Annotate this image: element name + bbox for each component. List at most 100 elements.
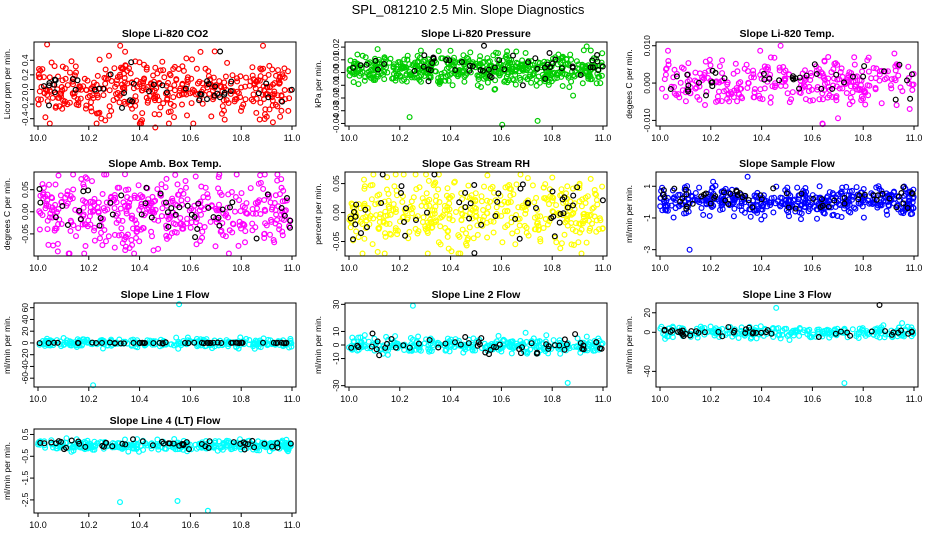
data-point	[738, 85, 745, 92]
data-point	[721, 75, 728, 82]
data-point	[408, 74, 415, 81]
data-point	[358, 65, 365, 72]
data-point	[770, 209, 777, 216]
data-point	[108, 77, 115, 84]
data-point	[123, 207, 130, 214]
data-point	[665, 61, 672, 68]
data-point	[786, 99, 793, 106]
data-point	[81, 75, 88, 82]
data-point	[83, 102, 90, 109]
data-point	[767, 99, 774, 106]
data-point	[872, 86, 879, 93]
data-point	[496, 57, 503, 64]
data-point	[684, 71, 691, 78]
data-point	[849, 326, 856, 333]
x-tick-label: 10.2	[702, 133, 720, 143]
data-point	[547, 64, 554, 71]
data-point	[801, 67, 808, 74]
x-tick-label: 10.2	[80, 133, 98, 143]
data-point	[561, 336, 568, 343]
data-point	[909, 86, 916, 93]
data-point	[509, 76, 516, 83]
data-point	[236, 197, 243, 204]
data-point	[117, 42, 124, 49]
x-tick-label: 11.0	[284, 263, 301, 273]
data-point	[184, 112, 191, 119]
data-point	[497, 70, 504, 77]
data-point	[84, 94, 91, 101]
data-point	[564, 379, 571, 386]
data-point	[117, 205, 124, 212]
y-tick-label: 20	[642, 308, 652, 318]
data-point	[44, 41, 51, 48]
data-point	[370, 76, 377, 83]
data-point	[485, 66, 492, 73]
data-point	[763, 65, 770, 72]
data-point	[462, 334, 469, 341]
data-point	[172, 171, 179, 178]
data-point	[412, 63, 419, 70]
data-point	[262, 106, 269, 113]
data-point	[229, 199, 236, 206]
data-point	[759, 96, 766, 103]
data-point	[595, 66, 602, 73]
data-point	[797, 216, 804, 223]
data-point	[91, 237, 98, 244]
y-axis-label: ml/min per min.	[313, 316, 323, 374]
data-point	[374, 46, 381, 53]
data-point	[896, 61, 903, 68]
data-point	[190, 120, 197, 127]
data-point	[60, 97, 67, 104]
data-point	[895, 72, 902, 79]
data-point	[94, 72, 101, 79]
panel-title: Slope Line 3 Flow	[743, 289, 833, 301]
data-point	[171, 114, 178, 121]
data-point	[224, 59, 231, 66]
y-tick-label: 1	[642, 184, 652, 189]
data-point	[504, 79, 511, 86]
data-point	[82, 105, 89, 112]
x-tick-label: 10.6	[804, 263, 822, 273]
panel-title: Slope Gas Stream RH	[422, 158, 530, 170]
data-point	[249, 220, 256, 227]
data-point	[696, 184, 703, 191]
data-point	[211, 48, 218, 55]
data-point	[751, 85, 758, 92]
data-point	[470, 335, 477, 342]
data-point	[455, 67, 462, 74]
data-point	[257, 99, 264, 106]
data-point	[424, 250, 431, 257]
data-point	[189, 86, 196, 93]
panel-title: Slope Li-820 CO2	[122, 28, 209, 40]
data-point	[423, 171, 430, 178]
series-points	[36, 301, 295, 389]
data-point	[154, 186, 161, 193]
data-point	[192, 173, 199, 180]
data-point	[794, 184, 801, 191]
data-point	[893, 102, 900, 109]
data-point	[134, 83, 141, 90]
data-point	[802, 96, 809, 103]
data-point	[573, 58, 580, 65]
data-point	[725, 90, 732, 97]
data-point	[903, 77, 910, 84]
data-point	[513, 59, 520, 66]
data-point	[412, 171, 419, 178]
data-point	[556, 219, 563, 226]
data-point	[52, 181, 59, 188]
data-point	[677, 79, 684, 86]
data-point	[102, 80, 109, 87]
data-point	[865, 92, 872, 99]
data-point	[192, 234, 199, 241]
data-point	[217, 228, 224, 235]
data-point	[387, 211, 394, 218]
data-point	[852, 83, 859, 90]
data-point	[274, 171, 281, 178]
data-point	[167, 100, 174, 107]
y-tick-label: 60	[20, 303, 30, 313]
data-point	[514, 228, 521, 235]
data-point	[196, 97, 203, 104]
data-point	[447, 47, 454, 54]
data-point	[125, 448, 132, 455]
data-point	[807, 69, 814, 76]
